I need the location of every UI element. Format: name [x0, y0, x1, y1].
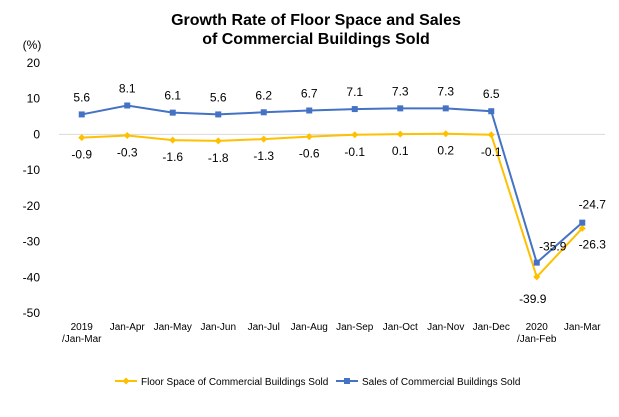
data-label: -39.9	[519, 292, 547, 306]
series-marker	[124, 102, 131, 109]
series-marker	[442, 105, 449, 112]
x-axis: 2019/Jan-Mar Jan-Apr Jan-May Jan-Jun Jan-Jul…	[62, 322, 601, 345]
data-label: -0.9	[71, 148, 92, 162]
y-tick-label: -40	[23, 270, 41, 284]
series-line-0	[81, 132, 583, 279]
series-marker	[533, 273, 541, 281]
data-label: -0.1	[344, 145, 365, 159]
series-marker	[488, 108, 495, 115]
series-marker	[533, 259, 540, 266]
series-marker	[169, 136, 177, 144]
series-marker	[351, 106, 358, 113]
x-tick-label: Jan-Apr	[110, 322, 146, 333]
y-tick-label: -20	[23, 199, 41, 213]
data-label: -1.3	[253, 149, 274, 163]
series-marker	[123, 132, 131, 139]
x-tick-label: 2020/Jan-Feb	[517, 322, 557, 345]
series-marker	[305, 133, 313, 141]
series-line-1	[81, 104, 583, 265]
legend-label: Sales of Commercial Buildings Sold	[362, 377, 520, 388]
data-label: -24.7	[579, 198, 607, 212]
series-marker	[260, 135, 268, 143]
chart-title-line1: Growth Rate of Floor Space and Sales	[171, 12, 461, 29]
data-label: -0.6	[299, 147, 320, 161]
legend-swatch-marker	[344, 378, 350, 384]
data-label: -0.1	[481, 145, 502, 159]
data-label: 6.7	[301, 87, 318, 101]
series-marker	[487, 131, 495, 139]
y-axis-unit-label: (%)	[23, 38, 42, 52]
data-label: -1.8	[208, 151, 229, 165]
legend-entry-1: Sales of Commercial Buildings Sold	[336, 377, 520, 388]
y-tick-label: 20	[27, 56, 41, 70]
series-marker	[578, 224, 586, 232]
y-tick-label: 10	[27, 92, 41, 106]
x-tick-label: 2019/Jan-Mar	[62, 322, 102, 345]
series-marker	[260, 109, 267, 116]
series-marker	[306, 107, 313, 114]
x-tick-label: Jan-Mar	[564, 322, 601, 333]
series-marker	[397, 105, 404, 112]
data-label: 5.6	[210, 90, 227, 104]
x-tick-label: Jan-May	[154, 322, 192, 333]
legend-label: Floor Space of Commercial Buildings Sold	[141, 377, 328, 388]
y-tick-label: -50	[23, 306, 41, 320]
x-tick-label: Jan-Jun	[200, 322, 236, 333]
chart-title-line2: of Commercial Buildings Sold	[202, 31, 430, 48]
data-label: 0.2	[437, 144, 454, 158]
data-label: 7.1	[346, 85, 363, 99]
series-marker	[214, 137, 222, 145]
x-tick-label: Jan-Oct	[383, 322, 418, 333]
series-marker	[396, 130, 404, 138]
data-labels: 5.6 8.1 6.1 5.6 6.2 6.7 7.1 7.3 7.3 6.5 -35.9 -24.7…	[71, 82, 606, 306]
data-label: -1.6	[162, 150, 183, 164]
data-label: 6.1	[164, 89, 181, 103]
series-marker	[215, 111, 222, 118]
y-axis: 20 10 0 -10 -20 -30 -40 -50	[23, 56, 41, 320]
data-label: 8.1	[119, 82, 136, 96]
series-marker	[78, 111, 85, 118]
legend-swatch-marker	[122, 377, 130, 385]
data-label: -26.3	[579, 237, 607, 251]
y-tick-label: 0	[33, 127, 40, 141]
data-label: 0.1	[392, 144, 409, 158]
x-tick-label: Jan-Dec	[473, 322, 510, 333]
data-label: 7.3	[437, 84, 454, 98]
data-label: 6.2	[255, 88, 272, 102]
x-tick-label: Jan-Aug	[291, 322, 328, 333]
data-label: 6.5	[483, 87, 500, 101]
series-markers	[78, 102, 586, 281]
x-tick-label: Jan-Sep	[336, 322, 374, 333]
data-label: 7.3	[392, 84, 409, 98]
legend: Floor Space of Commercial Buildings Sold…	[115, 377, 520, 388]
data-label: -35.9	[539, 240, 567, 254]
series-marker	[351, 131, 359, 139]
series-lines	[81, 104, 583, 279]
legend-entry-0: Floor Space of Commercial Buildings Sold	[115, 377, 328, 388]
data-label: -0.3	[117, 146, 138, 160]
series-marker	[78, 134, 86, 142]
y-tick-label: -10	[23, 163, 41, 177]
series-marker	[442, 130, 450, 138]
y-tick-label: -30	[23, 235, 41, 249]
x-tick-label: Jan-Jul	[248, 322, 280, 333]
data-label: 5.6	[73, 90, 90, 104]
series-marker	[169, 109, 176, 116]
x-tick-label: Jan-Nov	[427, 322, 464, 333]
series-marker	[579, 219, 586, 226]
